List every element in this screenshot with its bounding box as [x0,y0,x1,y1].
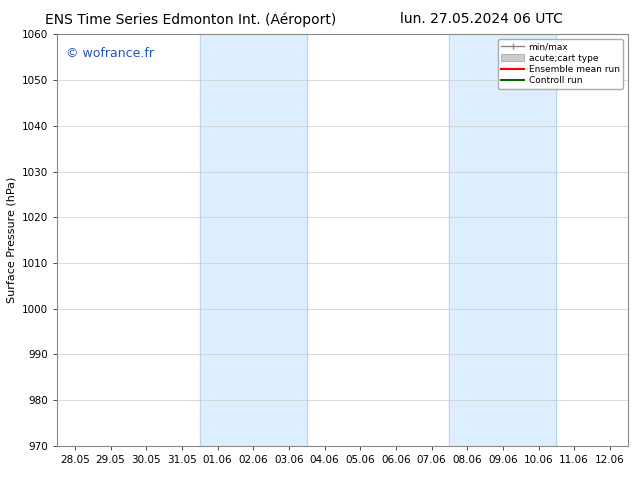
Y-axis label: Surface Pressure (hPa): Surface Pressure (hPa) [6,177,16,303]
Text: © wofrance.fr: © wofrance.fr [66,47,153,60]
Text: lun. 27.05.2024 06 UTC: lun. 27.05.2024 06 UTC [401,12,563,26]
Legend: min/max, acute;cart type, Ensemble mean run, Controll run: min/max, acute;cart type, Ensemble mean … [498,39,623,89]
Text: ENS Time Series Edmonton Int. (Aéroport): ENS Time Series Edmonton Int. (Aéroport) [44,12,336,27]
Bar [200,34,307,446]
Bar [450,34,557,446]
